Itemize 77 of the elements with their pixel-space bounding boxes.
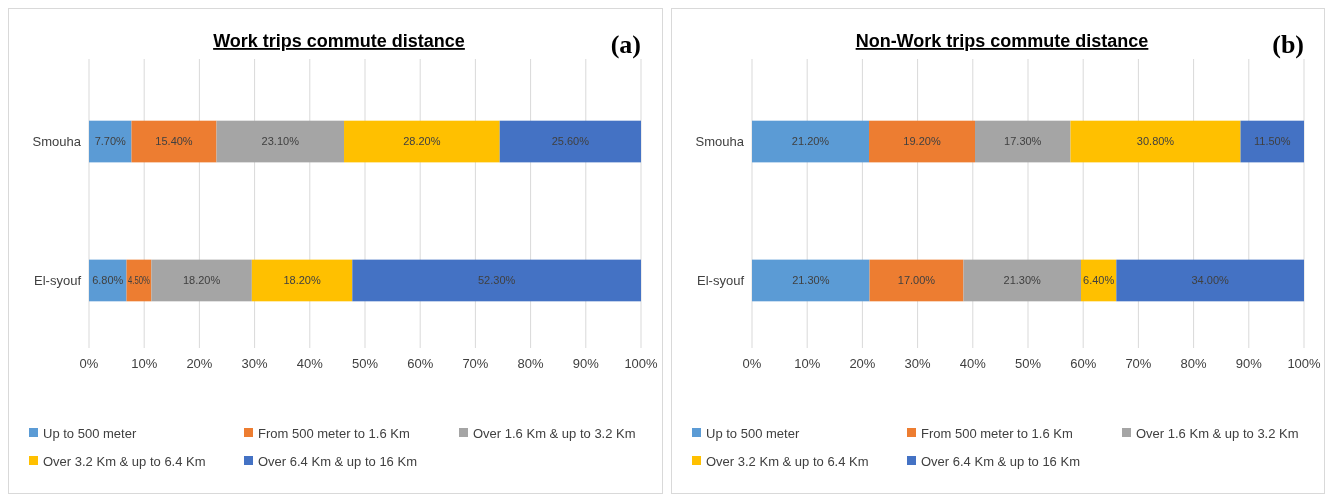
legend-label: Up to 500 meter <box>705 425 800 441</box>
y-tick-label: El-syouf <box>696 273 744 289</box>
bar <box>751 259 870 302</box>
data-label: 17.30% <box>1003 135 1042 148</box>
bar <box>344 120 500 163</box>
x-tick-label: 50% <box>1014 355 1041 371</box>
data-label: 52.30% <box>478 274 516 287</box>
annotation: (a) <box>610 30 641 59</box>
bar <box>131 120 217 163</box>
y-tick-label: Smouha <box>32 134 82 150</box>
legend-label: From 500 meter to 1.6 Km <box>258 425 410 441</box>
data-label: 21.30% <box>1003 274 1041 287</box>
bar <box>868 120 975 163</box>
data-label: 18.20% <box>182 274 221 287</box>
chart-title: Work trips commute distance <box>213 31 465 51</box>
legend-label: Over 1.6 Km & up to 3.2 Km <box>1135 425 1299 441</box>
x-tick-label: 60% <box>407 355 434 371</box>
x-tick-label: 70% <box>1124 355 1152 371</box>
data-label: 18.20% <box>283 274 321 287</box>
data-label: 17.00% <box>897 274 935 287</box>
data-label: 6.40% <box>1082 274 1114 287</box>
x-tick-label: 30% <box>904 355 931 371</box>
x-tick-label: 40% <box>959 355 986 371</box>
x-tick-label: 30% <box>241 355 269 371</box>
y-tick-label: El-syouf <box>34 273 82 289</box>
x-tick-label: 10% <box>131 355 158 371</box>
data-label: 19.20% <box>902 135 941 148</box>
y-tick-label: Smouha <box>695 134 745 150</box>
data-label: 7.70% <box>94 135 127 148</box>
bar <box>869 259 963 302</box>
data-label: 21.30% <box>791 274 830 287</box>
bar <box>1240 120 1304 163</box>
x-tick-label: 20% <box>186 355 213 371</box>
legend-label: Up to 500 meter <box>43 425 137 441</box>
bar <box>1115 259 1304 302</box>
bar <box>216 120 345 163</box>
legend-label: Over 6.4 Km & up to 16 Km <box>258 453 417 469</box>
bar <box>962 259 1081 302</box>
data-label: 21.20% <box>791 135 829 148</box>
bar <box>974 120 1070 163</box>
x-tick-label: 80% <box>517 355 545 371</box>
legend-label: Over 6.4 Km & up to 16 Km <box>920 453 1080 469</box>
x-tick-label: 40% <box>296 355 324 371</box>
legend-label: Over 3.2 Km & up to 6.4 Km <box>43 453 206 469</box>
data-label: 23.10% <box>261 135 300 148</box>
x-tick-label: 80% <box>1180 355 1207 371</box>
x-tick-label: 90% <box>1235 355 1262 371</box>
x-tick-label: 90% <box>572 355 600 371</box>
data-label: 6.80% <box>92 274 124 287</box>
legend-label: Over 1.6 Km & up to 3.2 Km <box>473 425 636 441</box>
legend-label: From 500 meter to 1.6 Km <box>920 425 1073 441</box>
x-tick-label: 20% <box>848 355 876 371</box>
bar <box>1070 120 1241 163</box>
x-tick-label: 60% <box>1069 355 1097 371</box>
data-label: 11.50% <box>1253 135 1291 148</box>
x-tick-label: 100% <box>1286 355 1321 371</box>
data-label: 25.60% <box>551 135 590 148</box>
bar <box>751 120 869 163</box>
data-label: 28.20% <box>403 135 441 148</box>
annotation: (b) <box>1271 30 1304 59</box>
bar <box>89 120 132 163</box>
bar <box>499 120 641 163</box>
chart-title: Non-Work trips commute distance <box>855 31 1148 51</box>
bar <box>352 259 641 302</box>
x-tick-label: 70% <box>462 355 489 371</box>
bar <box>251 259 353 302</box>
data-label: 34.00% <box>1191 274 1229 287</box>
data-label: 15.40% <box>155 135 193 148</box>
x-tick-label: 10% <box>793 355 821 371</box>
legend-label: Over 3.2 Km & up to 6.4 Km <box>705 453 869 469</box>
x-tick-label: 0% <box>742 355 762 371</box>
data-label: 4.50% <box>128 274 160 287</box>
x-tick-label: 0% <box>79 355 99 371</box>
data-label: 30.80% <box>1136 135 1174 148</box>
x-tick-label: 50% <box>351 355 379 371</box>
bar <box>151 259 252 302</box>
x-tick-label: 100% <box>624 355 659 371</box>
